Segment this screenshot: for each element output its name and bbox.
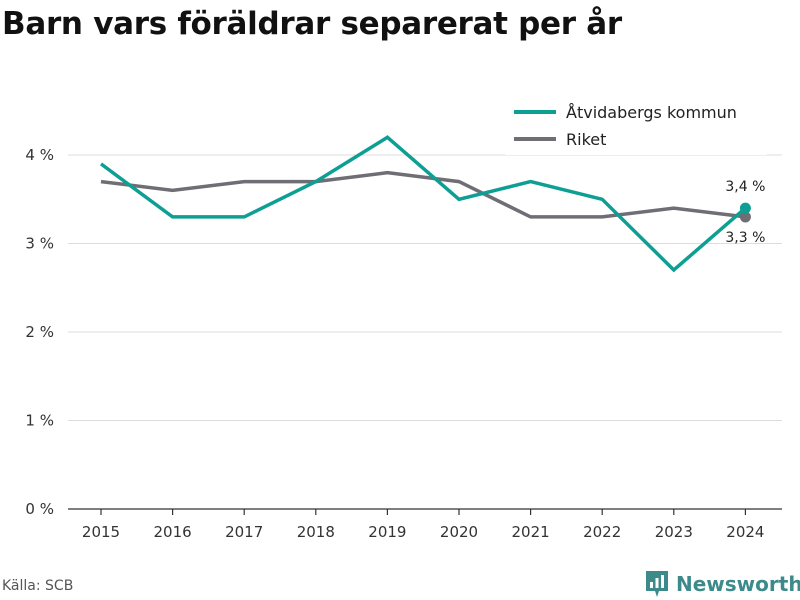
x-tick-label: 2019 (368, 523, 406, 541)
end-labels: 3,4 % 3,3 % (725, 179, 765, 246)
series-line-riket (100, 170, 746, 219)
legend: Åtvidabergs kommun Riket (505, 97, 767, 155)
x-tick-label: 2015 (82, 523, 120, 541)
x-tick-label: 2016 (154, 523, 192, 541)
page-title: Barn vars föräldrar separerat per år (2, 6, 622, 42)
brand-logo: Newsworthy (644, 569, 800, 599)
data-label-kommun: 3,4 % (725, 179, 765, 195)
x-tick-label: 2023 (655, 523, 693, 541)
y-tick-label: 4 % (25, 146, 54, 164)
legend-label: Åtvidabergs kommun (566, 103, 737, 122)
end-marker-kommun (739, 202, 751, 214)
data-label-riket: 3,3 % (725, 230, 765, 246)
y-tick-label: 0 % (25, 500, 54, 518)
y-tick-label: 1 % (25, 412, 54, 430)
y-axis: 0 % 1 % 2 % 3 % 4 % (25, 146, 54, 518)
y-tick-label: 3 % (25, 235, 54, 253)
x-tick-label: 2024 (726, 523, 764, 541)
brand-name: Newsworthy (676, 572, 800, 596)
x-tick-label: 2018 (297, 523, 335, 541)
series-line-kommun (99, 135, 747, 273)
bar-chart-bubble-icon (646, 571, 668, 597)
source-note: Källa: SCB (2, 578, 74, 594)
y-tick-label: 2 % (25, 323, 54, 341)
gridlines (68, 154, 782, 421)
end-markers (739, 202, 751, 223)
legend-background (505, 97, 767, 155)
x-tick-label: 2020 (440, 523, 478, 541)
series-lines (99, 135, 747, 273)
x-axis: 2015 2016 2017 2018 2019 2020 2021 2022 2023 2024 (68, 508, 782, 541)
x-tick-label: 2021 (512, 523, 550, 541)
x-tick-label: 2017 (225, 523, 263, 541)
legend-label: Riket (566, 130, 606, 149)
x-tick-label: 2022 (583, 523, 621, 541)
end-marker-riket (739, 211, 751, 223)
